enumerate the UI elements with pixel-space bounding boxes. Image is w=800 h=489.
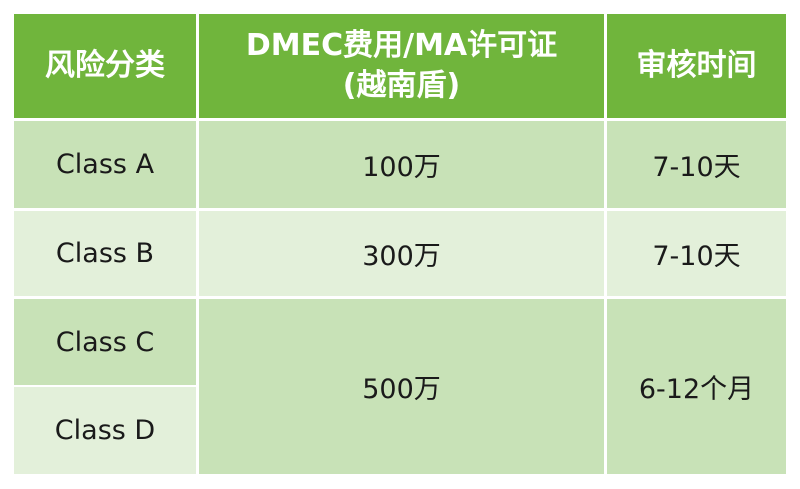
cell-class-c: Class C [14,299,196,385]
cell-time-b: 7-10天 [607,211,786,296]
cell-class-d: Class D [14,387,196,474]
cell-class-b: Class B [14,211,196,296]
header-risk-class: 风险分类 [14,14,196,118]
cell-class-a: Class A [14,121,196,208]
cell-fee-b: 300万 [199,211,604,296]
cell-fee-cd: 500万 [199,299,604,474]
cell-fee-a: 100万 [199,121,604,208]
header-fee-line1: DMEC费用/MA许可证 [245,27,558,63]
header-review-time: 审核时间 [607,14,786,118]
header-fee: DMEC费用/MA许可证 (越南盾) [199,14,604,118]
cell-time-a: 7-10天 [607,121,786,208]
header-fee-line2: (越南盾) [342,68,461,103]
cell-time-cd: 6-12个月 [607,299,786,474]
